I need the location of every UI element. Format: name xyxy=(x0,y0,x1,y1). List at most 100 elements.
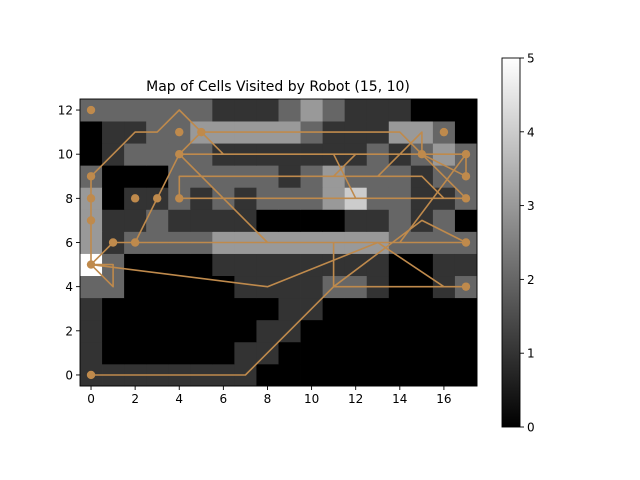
heatmap-cell xyxy=(366,253,390,277)
x-tick-label: 8 xyxy=(264,392,272,406)
visit-marker xyxy=(197,127,206,137)
heatmap-cell xyxy=(256,319,279,343)
y-tick-label: 12 xyxy=(58,104,73,118)
visit-marker xyxy=(130,238,140,247)
heatmap-cell xyxy=(190,341,213,365)
x-tick-label: 6 xyxy=(220,392,228,406)
heatmap-cell xyxy=(190,275,213,299)
x-tick-label: 12 xyxy=(348,392,363,406)
heatmap-cell xyxy=(212,319,235,343)
heatmap-cell xyxy=(102,319,125,343)
heatmap-cell xyxy=(102,165,125,188)
heatmap-cell xyxy=(146,143,169,166)
heatmap-cell xyxy=(388,209,412,232)
visit-marker xyxy=(108,238,118,247)
heatmap-cell xyxy=(212,99,235,122)
x-tick-label: 4 xyxy=(175,392,183,406)
colorbar-tick-label: 1 xyxy=(527,347,535,361)
heatmap-cell xyxy=(388,99,412,122)
heatmap-cell xyxy=(190,99,213,122)
heatmap-cell xyxy=(190,253,213,277)
heatmap-cell xyxy=(344,253,368,277)
heatmap-cell xyxy=(234,275,257,299)
heatmap-cell xyxy=(190,209,213,232)
visit-marker xyxy=(86,260,96,269)
heatmap-cell xyxy=(388,341,412,365)
heatmap-cell xyxy=(146,209,169,232)
heatmap-cell xyxy=(146,165,169,188)
heatmap-cell xyxy=(190,319,213,343)
visit-marker xyxy=(175,194,184,203)
heatmap-cell xyxy=(432,319,456,343)
heatmap-cell xyxy=(80,143,103,166)
heatmap-cell xyxy=(344,297,368,321)
visit-marker xyxy=(439,127,449,137)
heatmap-cell xyxy=(366,363,390,387)
heatmap-cell xyxy=(410,297,434,321)
heatmap-cell xyxy=(432,363,456,387)
heatmap-cell xyxy=(410,253,434,277)
colorbar-tick-label: 5 xyxy=(527,52,535,66)
heatmap-cell xyxy=(124,275,147,299)
heatmap-cell xyxy=(102,99,125,122)
y-tick-label: 0 xyxy=(65,368,73,382)
colorbar-tick-label: 3 xyxy=(527,199,535,213)
heatmap-cell xyxy=(80,275,103,299)
heatmap-cell xyxy=(410,341,434,365)
y-tick-label: 10 xyxy=(58,148,73,162)
heatmap-cell xyxy=(256,99,279,122)
heatmap-cell xyxy=(366,209,390,232)
heatmap-cell xyxy=(366,341,390,365)
heatmap-cell xyxy=(410,99,434,122)
heatmap-cell xyxy=(212,209,235,232)
visit-marker xyxy=(417,149,427,159)
heatmap-cell xyxy=(322,341,346,365)
heatmap-cell xyxy=(454,209,478,232)
heatmap-cell xyxy=(124,209,147,232)
heatmap-cell xyxy=(432,341,456,365)
heatmap-cell xyxy=(234,99,257,122)
heatmap-cell xyxy=(102,121,125,144)
heatmap-cell xyxy=(344,209,368,232)
x-axis: 0 2 4 6 8 10 12 14 16 xyxy=(87,386,452,406)
heatmap-cell xyxy=(410,363,434,387)
heatmap-cell xyxy=(344,363,368,387)
y-tick-label: 8 xyxy=(65,192,73,206)
visit-markers xyxy=(86,105,471,380)
heatmap-cell xyxy=(212,341,235,365)
heatmap-cell xyxy=(102,341,125,365)
heatmap-cell xyxy=(234,341,257,365)
visit-marker xyxy=(86,370,96,380)
heatmap-cell xyxy=(146,99,169,122)
heatmap-cell xyxy=(124,341,147,365)
heatmap-cell xyxy=(366,99,390,122)
heatmap-cell xyxy=(454,341,478,365)
y-tick-label: 2 xyxy=(65,324,73,338)
heatmap-cell xyxy=(278,99,301,122)
x-tick-label: 16 xyxy=(436,392,451,406)
heatmap-cell xyxy=(80,341,103,365)
chart-title: Map of Cells Visited by Robot (15, 10) xyxy=(146,79,410,95)
heatmap-cell xyxy=(256,209,279,232)
heatmap-cell xyxy=(80,297,103,321)
heatmap-cell xyxy=(146,275,169,299)
heatmap-cell xyxy=(388,297,412,321)
heatmap-cell xyxy=(80,319,103,343)
heatmap-cell xyxy=(454,121,478,144)
colorbar-tick-label: 2 xyxy=(527,273,535,287)
heatmap-cell xyxy=(168,341,191,365)
heatmap-cell xyxy=(300,99,324,122)
visit-marker xyxy=(461,194,471,203)
heatmap-cell xyxy=(168,319,191,343)
heatmap-cell xyxy=(278,297,301,321)
visit-marker xyxy=(175,127,184,137)
heatmap-cell xyxy=(256,253,279,277)
visit-marker xyxy=(86,105,96,115)
heatmap-cell xyxy=(146,341,169,365)
x-tick-label: 2 xyxy=(131,392,139,406)
visit-marker xyxy=(86,194,96,203)
heatmap-cell xyxy=(124,253,147,277)
heatmap-cell xyxy=(124,143,147,166)
heatmap-cell xyxy=(344,99,368,122)
heatmap-cell xyxy=(168,209,191,232)
